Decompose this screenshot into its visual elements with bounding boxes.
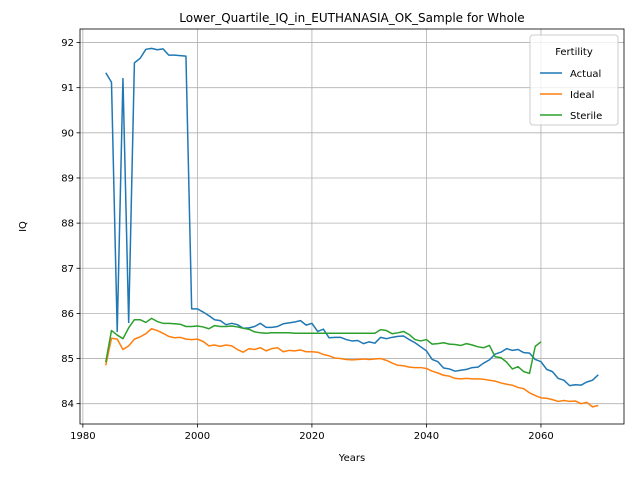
series-layer bbox=[105, 47, 599, 408]
legend-box bbox=[529, 34, 619, 126]
x-tick-label: 1980 bbox=[70, 431, 95, 442]
legend-title: Fertility bbox=[555, 47, 593, 58]
legend-items: Actual Ideal Sterile bbox=[540, 69, 602, 122]
y-tick-label: 90 bbox=[61, 128, 74, 139]
plot-frame bbox=[79, 28, 625, 425]
x-tick-label: 2000 bbox=[185, 431, 210, 442]
y-tick-label: 86 bbox=[61, 309, 74, 320]
x-tick-label: 2020 bbox=[299, 431, 324, 442]
legend: Fertility Actual Ideal Sterile bbox=[529, 34, 619, 126]
y-tick-label: 88 bbox=[61, 219, 74, 230]
series-line-sterile bbox=[105, 317, 542, 375]
series-line-actual bbox=[105, 47, 599, 387]
y-tick-label: 92 bbox=[61, 38, 74, 49]
y-axis-label: IQ bbox=[18, 221, 29, 232]
grid-lines bbox=[80, 29, 624, 424]
y-tick-label: 89 bbox=[61, 173, 74, 184]
y-tick-label: 84 bbox=[61, 399, 74, 410]
y-tick-label: 87 bbox=[61, 264, 74, 275]
legend-label: Sterile bbox=[570, 111, 602, 122]
chart-title: Lower_Quartile_IQ_in_EUTHANASIA_OK_Sampl… bbox=[179, 11, 524, 25]
series-line-ideal bbox=[105, 328, 599, 408]
x-tick-label: 2040 bbox=[414, 431, 439, 442]
legend-label: Ideal bbox=[570, 90, 594, 101]
axis-ticks: 1980 2000 2020 2040 2060 84 85 86 87 88 89 90 91 92 bbox=[61, 38, 553, 442]
y-tick-label: 91 bbox=[61, 83, 74, 94]
y-tick-label: 85 bbox=[61, 354, 74, 365]
x-axis-label: Years bbox=[338, 453, 365, 464]
x-tick-label: 2060 bbox=[528, 431, 553, 442]
legend-label: Actual bbox=[570, 69, 601, 80]
